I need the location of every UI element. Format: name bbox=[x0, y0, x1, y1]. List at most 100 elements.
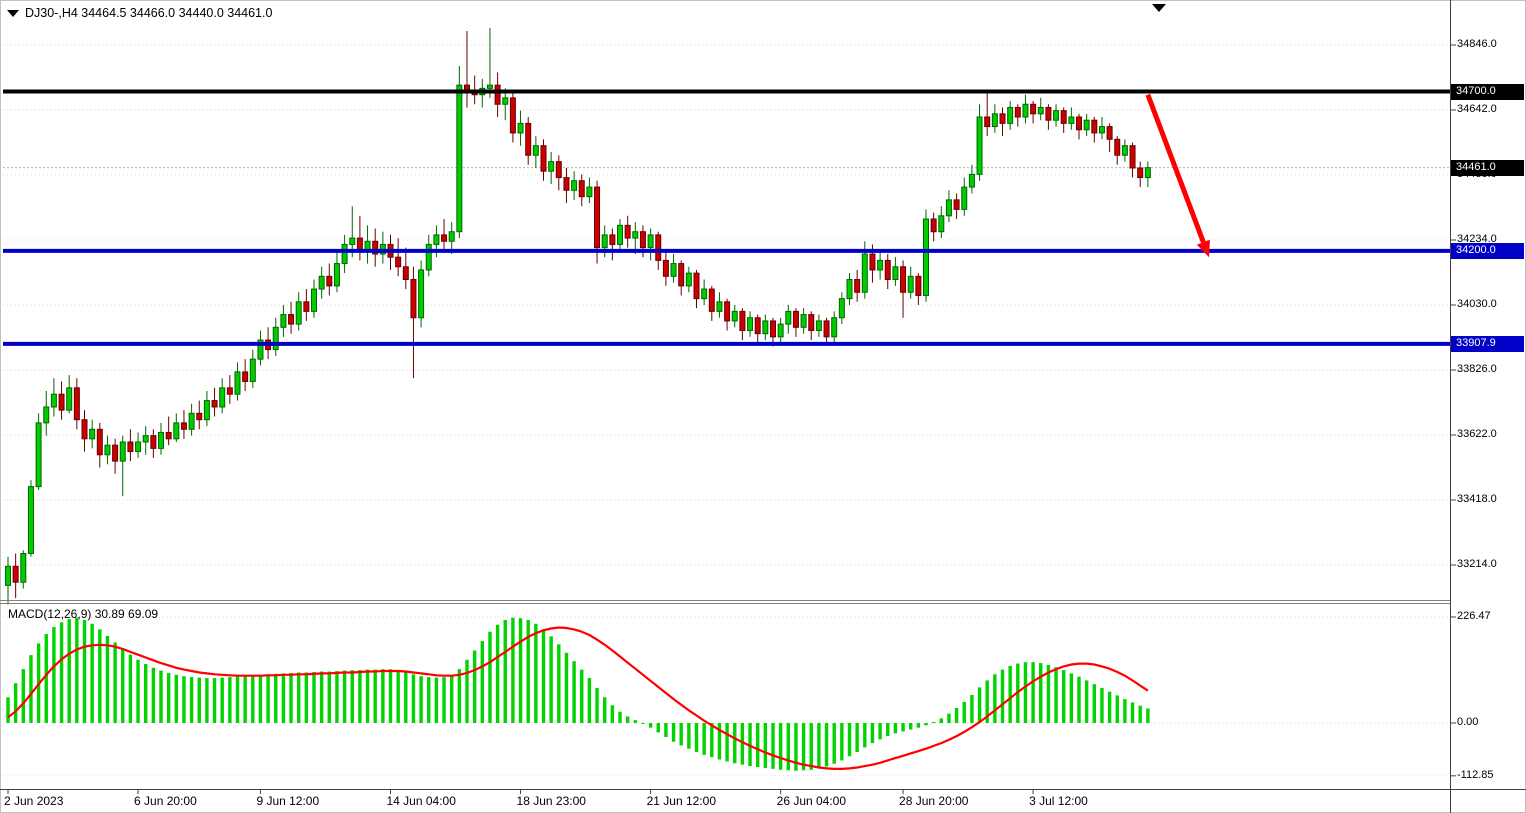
candle-body bbox=[50, 393, 57, 408]
macd-histogram-bar bbox=[817, 723, 821, 769]
candle-body bbox=[838, 298, 845, 319]
macd-histogram-bar bbox=[587, 678, 592, 723]
candle-body bbox=[1129, 145, 1136, 169]
macd-histogram-bar bbox=[480, 641, 484, 723]
candle-body bbox=[20, 553, 27, 583]
macd-histogram-bar bbox=[495, 624, 500, 723]
candle-body bbox=[877, 259, 884, 271]
candle-body bbox=[1106, 126, 1113, 140]
macd-histogram-bar bbox=[794, 723, 798, 771]
candle-body bbox=[1037, 106, 1044, 115]
macd-histogram-bar bbox=[916, 723, 921, 728]
candle-body bbox=[1137, 167, 1144, 179]
candle-body bbox=[953, 199, 960, 210]
candle-body bbox=[976, 116, 983, 175]
macd-histogram-bar bbox=[771, 723, 775, 769]
macd-histogram-bar bbox=[67, 619, 71, 723]
candle-body bbox=[5, 565, 11, 586]
candle-body bbox=[1007, 106, 1014, 124]
candle-body bbox=[142, 435, 149, 443]
candle-body bbox=[203, 400, 210, 421]
candle-body bbox=[180, 422, 187, 430]
macd-histogram-bar bbox=[488, 631, 492, 723]
macd-histogram-bar bbox=[901, 723, 905, 732]
candle-body bbox=[785, 310, 792, 325]
macd-signal-line bbox=[7, 626, 1149, 770]
candle-body bbox=[961, 186, 968, 210]
candle-body bbox=[135, 441, 142, 453]
macd-histogram-bar bbox=[472, 650, 477, 723]
candle-body bbox=[678, 263, 685, 287]
macd-histogram-bar bbox=[1054, 667, 1058, 723]
candle-body bbox=[150, 435, 157, 449]
candle-body bbox=[930, 218, 937, 233]
macd-histogram-bar bbox=[679, 723, 683, 746]
scroll-to-end-icon[interactable] bbox=[1152, 4, 1166, 12]
candle-body bbox=[96, 428, 103, 456]
candle-body bbox=[295, 301, 302, 325]
macd-histogram-bar bbox=[1046, 664, 1051, 723]
macd-histogram-bar bbox=[1100, 687, 1104, 723]
macd-histogram-bar bbox=[809, 723, 813, 770]
macd-histogram-bar bbox=[541, 629, 546, 723]
candle-body bbox=[907, 275, 914, 293]
candle-body bbox=[670, 263, 677, 277]
macd-histogram-bar bbox=[564, 652, 569, 723]
candle-body bbox=[311, 288, 317, 312]
macd-histogram-bar bbox=[855, 723, 859, 753]
candle-body bbox=[846, 279, 853, 300]
macd-histogram-bar bbox=[6, 697, 10, 723]
symbol-marker-icon bbox=[7, 9, 19, 17]
candle-body bbox=[815, 320, 822, 331]
candle-body bbox=[548, 161, 555, 172]
macd-histogram-bar bbox=[1069, 673, 1074, 723]
candle-body bbox=[12, 565, 19, 583]
macd-histogram-bar bbox=[1138, 705, 1142, 723]
macd-histogram-bar bbox=[595, 687, 599, 723]
macd-histogram-bar bbox=[381, 669, 385, 723]
macd-histogram-bar bbox=[870, 723, 875, 744]
macd-histogram-bar bbox=[59, 622, 64, 723]
macd-histogram-bar bbox=[1000, 669, 1005, 723]
candle-body bbox=[257, 339, 264, 360]
macd-histogram-bar bbox=[396, 670, 400, 723]
candle-body bbox=[119, 441, 126, 462]
macd-histogram-bar bbox=[648, 723, 653, 728]
candle-body bbox=[601, 234, 608, 249]
candle-body bbox=[594, 186, 601, 249]
candle-body bbox=[540, 145, 547, 172]
macd-histogram-bar bbox=[243, 676, 247, 723]
macd-histogram-bar bbox=[411, 674, 416, 723]
macd-histogram-bar bbox=[840, 723, 844, 761]
candle-body bbox=[999, 113, 1006, 124]
macd-histogram-bar bbox=[1146, 708, 1150, 723]
candle-body bbox=[1014, 106, 1021, 118]
macd-histogram-bar bbox=[580, 669, 584, 723]
candle-body bbox=[578, 180, 585, 198]
macd-histogram-bar bbox=[947, 713, 951, 723]
candle-body bbox=[1098, 126, 1105, 134]
macd-histogram-bar bbox=[1084, 680, 1089, 723]
candle-body bbox=[43, 406, 50, 424]
macd-histogram-bar bbox=[694, 723, 699, 753]
macd-histogram-bar bbox=[534, 623, 538, 723]
macd-histogram-bar bbox=[312, 671, 316, 723]
candle-body bbox=[81, 419, 88, 440]
macd-histogram-bar bbox=[319, 671, 324, 723]
candle-body bbox=[1076, 116, 1082, 131]
candle-body bbox=[402, 266, 409, 281]
macd-histogram-bar bbox=[128, 654, 133, 723]
candle-body bbox=[219, 387, 226, 408]
macd-histogram-bar bbox=[220, 677, 224, 723]
macd-histogram-bar bbox=[886, 723, 890, 737]
candle-body bbox=[770, 320, 776, 338]
macd-histogram-bar bbox=[465, 659, 469, 723]
candle-body bbox=[639, 231, 646, 249]
candle-body bbox=[792, 310, 799, 328]
macd-histogram-bar bbox=[748, 723, 752, 767]
macd-histogram-bar bbox=[878, 723, 882, 740]
macd-histogram-bar bbox=[1123, 699, 1127, 723]
macd-histogram-bar bbox=[985, 680, 989, 723]
macd-histogram-bar bbox=[427, 677, 431, 723]
